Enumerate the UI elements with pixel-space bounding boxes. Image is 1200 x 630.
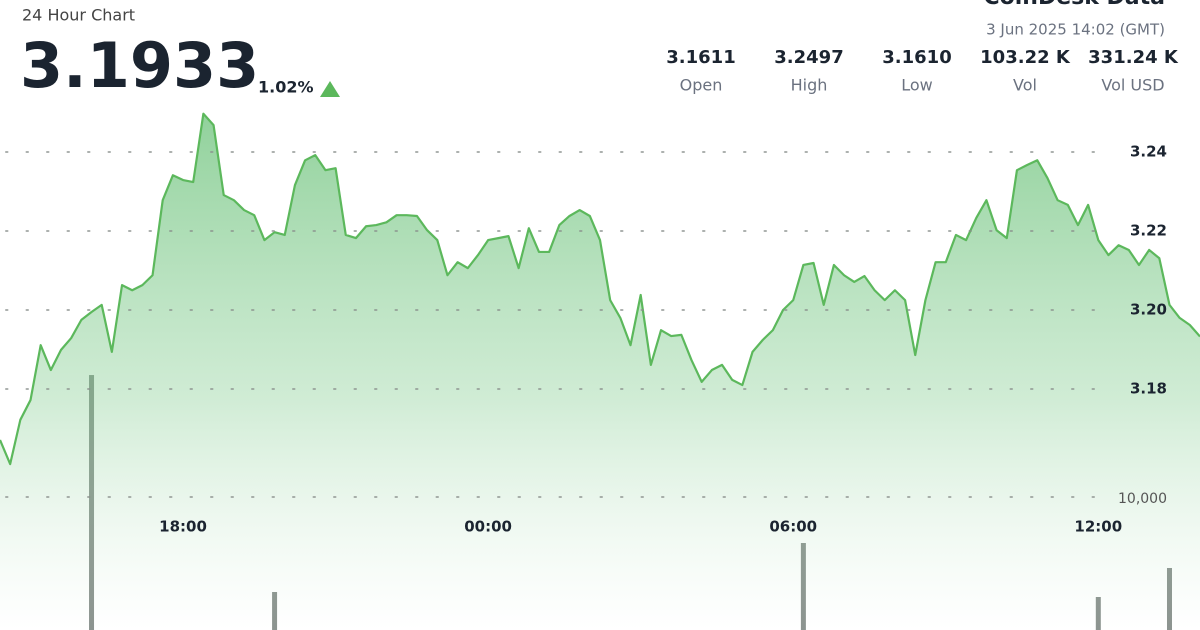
brand: CoinDesk Data (984, 0, 1166, 10)
y-tick-label: 3.24 (1130, 143, 1167, 161)
stat-label: Vol (1013, 76, 1037, 95)
timestamp: 3 Jun 2025 14:02 (GMT) (986, 21, 1165, 39)
price: 3.1933 (20, 29, 259, 102)
y2-tick-label: 10,000 (1118, 491, 1167, 507)
x-tick-label: 00:00 (464, 518, 512, 536)
up-arrow (320, 81, 340, 97)
stat-value: 331.24 K (1088, 47, 1179, 68)
stat-value: 3.2497 (774, 47, 843, 68)
stat-value: 103.22 K (980, 47, 1071, 68)
stat-value: 3.1611 (666, 47, 735, 68)
x-tick-label: 12:00 (1074, 518, 1122, 536)
y-tick-label: 3.22 (1130, 222, 1167, 240)
x-tick-label: 18:00 (159, 518, 207, 536)
stat-label: Open (680, 76, 723, 95)
subtitle: 24 Hour Chart (22, 6, 135, 25)
change: 1.02% (258, 78, 314, 97)
stat-value: 3.1610 (882, 47, 951, 68)
area-fill (0, 113, 1200, 630)
stat-label: Low (901, 76, 933, 95)
price-line (0, 112, 1200, 466)
stat-label: High (791, 76, 828, 95)
y-tick-label: 3.20 (1130, 301, 1167, 319)
y-tick-label: 3.18 (1130, 380, 1167, 398)
x-tick-label: 06:00 (769, 518, 817, 536)
stat-label: Vol USD (1101, 76, 1164, 95)
